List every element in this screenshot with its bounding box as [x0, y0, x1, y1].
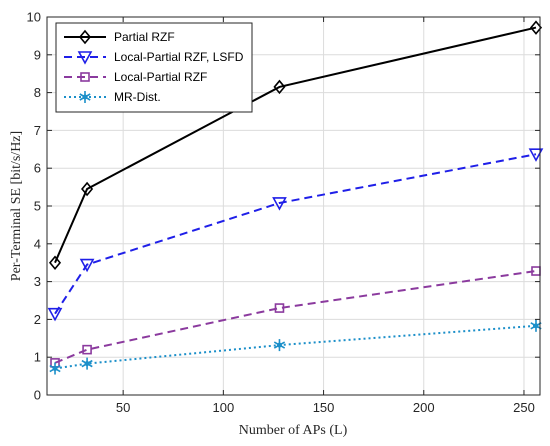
- series-line-0: [54, 26, 537, 264]
- x-tick-label: 150: [313, 400, 335, 415]
- y-axis-label: Per-Terminal SE [bit/s/Hz]: [9, 131, 24, 281]
- x-tick-label: 100: [213, 400, 235, 415]
- y-tick-label: 7: [34, 123, 41, 138]
- legend-marker-2: [80, 72, 90, 82]
- legend-label-0: Partial RZF: [114, 30, 175, 44]
- x-tick-label: 50: [116, 400, 130, 415]
- data-point-1-2: [272, 197, 287, 211]
- y-tick-label: 3: [34, 274, 41, 289]
- data-point-0-3: [529, 20, 543, 35]
- y-tick-label: 1: [34, 350, 41, 365]
- y-tick-label: 5: [34, 199, 41, 214]
- y-tick-label: 6: [34, 161, 41, 176]
- y-tick-label: 8: [34, 85, 41, 100]
- grid: [47, 16, 540, 396]
- data-point-3-3: [530, 319, 542, 332]
- y-tick-label: 0: [34, 388, 41, 403]
- y-tick-label: 10: [27, 10, 41, 25]
- star-center: [276, 342, 282, 348]
- star-center: [84, 361, 90, 367]
- data-point-0-0: [48, 255, 62, 270]
- legend: Partial RZF Local-Partial RZF, LSFD Local-…: [55, 22, 253, 113]
- legend-label-1: Local-Partial RZF, LSFD: [114, 50, 244, 64]
- legend-marker-0: [78, 29, 92, 45]
- legend-label-2: Local-Partial RZF: [114, 70, 207, 84]
- data-point-1-3: [528, 148, 544, 162]
- series-markers: [47, 20, 544, 375]
- legend-label-3: MR-Dist.: [114, 90, 161, 104]
- data-point-3-2: [273, 339, 286, 352]
- data-point-3-1: [81, 357, 93, 370]
- data-point-2-1: [82, 344, 92, 355]
- data-point-2-2: [274, 303, 285, 313]
- star-center: [82, 94, 88, 100]
- data-point-1-0: [47, 307, 63, 322]
- series-lines: [54, 26, 537, 370]
- x-tick-label: 200: [413, 400, 435, 415]
- y-tick-label: 2: [34, 312, 41, 327]
- series-line-2: [54, 270, 537, 364]
- y-axis-ticks: 0 1 2 3 4 5 6 7 8 9 10: [27, 10, 540, 403]
- data-point-3-0: [49, 362, 61, 375]
- series-line-3: [54, 324, 537, 370]
- legend-marker-3: [79, 91, 91, 103]
- data-point-0-1: [81, 181, 94, 197]
- series-line-1: [54, 153, 537, 315]
- x-tick-label: 250: [513, 400, 535, 415]
- star-center: [52, 366, 58, 372]
- y-tick-label: 4: [34, 236, 41, 251]
- y-tick-label: 9: [34, 47, 41, 62]
- data-point-1-1: [79, 258, 95, 273]
- star-center: [533, 323, 539, 329]
- legend-marker-1: [77, 51, 93, 65]
- data-point-0-2: [273, 79, 286, 95]
- x-axis-ticks: 50 100 150 200 250: [116, 17, 535, 415]
- x-axis-label: Number of APs (L): [239, 423, 348, 438]
